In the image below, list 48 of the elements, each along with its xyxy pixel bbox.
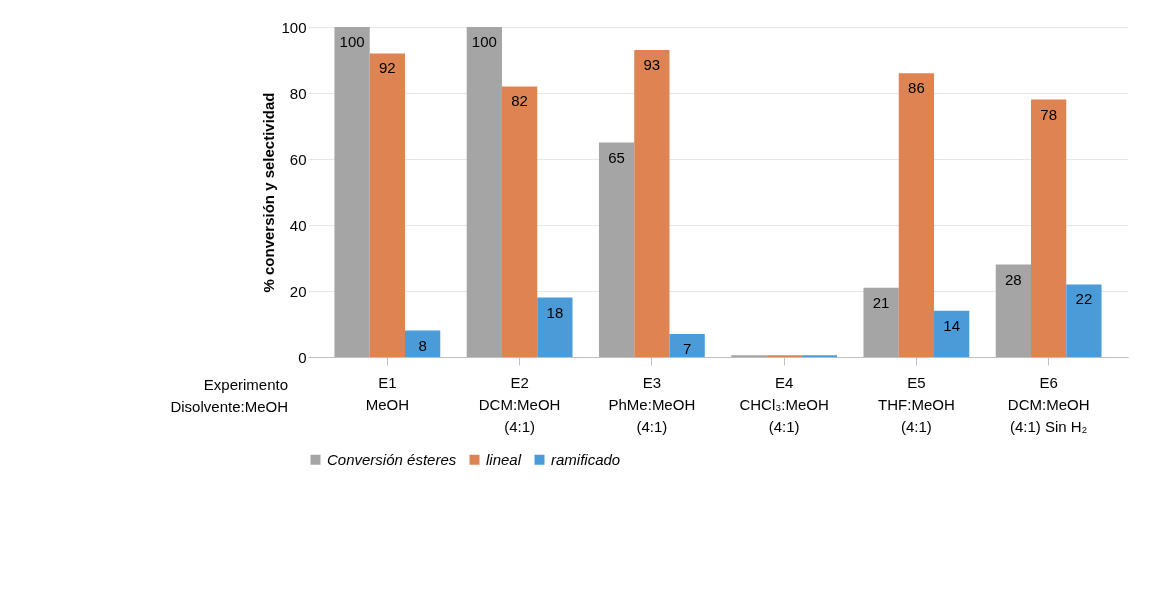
bar [934,310,970,357]
data-label: 21 [872,293,890,311]
text: Disolvente:MeOH [170,398,288,415]
data-label: 28 [1005,270,1022,288]
data-label: 86 [908,79,925,97]
legend-label: Conversión ésteres [327,450,457,468]
y-tick-label: 100 [281,18,307,36]
bar [1066,284,1102,357]
bar [501,86,538,357]
data-label: 22 [1075,290,1093,308]
bar [863,287,899,357]
x-tick-label: E4 CHCl₃:MeOH (4:1) [739,373,829,435]
text: Experimento [203,376,288,393]
bar [995,264,1032,357]
data-label: 82 [511,92,528,110]
bar [466,27,502,357]
y-tick-label: 0 [298,348,307,366]
y-axis-title: % conversión y selectividad [260,92,278,293]
x-tick-label: E5 THF:MeOH (4:1) [878,373,955,435]
data-label: 7 [682,339,692,357]
bar [404,330,441,357]
bar [1031,99,1067,357]
bar [634,50,670,357]
data-label: 78 [1040,105,1057,123]
bar [898,73,935,357]
y-tick-label: 20 [289,282,307,300]
bar [598,142,635,357]
y-tick-label: 40 [289,216,307,234]
y-tick-label: 60 [289,150,307,168]
data-label: 93 [643,56,661,74]
bar [669,333,705,357]
data-label: 8 [418,336,427,354]
x-tick-label: E6 DCM:MeOH (4:1) Sin H₂ [1007,373,1090,435]
x-tick-label: E3 PhMe:MeOH (4:1) [608,373,696,435]
data-label: 100 [339,33,365,50]
data-label: 65 [608,148,625,166]
x-tick-label: E1 MeOH [365,373,410,413]
bar [537,297,573,357]
data-label: 14 [943,316,960,334]
y-tick-label: 80 [289,84,307,102]
data-label: 18 [546,303,564,321]
legend-label: ramificado [551,450,621,468]
bar [369,53,405,357]
data-label: 100 [471,33,497,50]
legend-label: lineal [486,450,522,468]
x-tick-label: E2 DCM:MeOH (4:1) [478,373,561,435]
data-label: 92 [379,59,396,77]
bar [334,27,370,357]
